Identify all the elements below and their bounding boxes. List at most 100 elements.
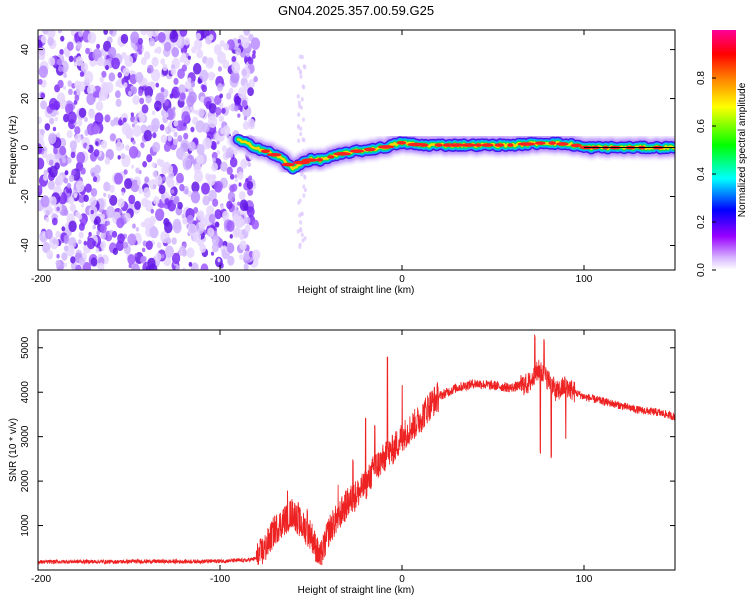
noise-speck <box>120 153 126 160</box>
noise-speck <box>299 228 303 233</box>
noise-speck <box>130 31 140 44</box>
noise-speck <box>297 112 301 117</box>
noise-speck <box>124 178 133 190</box>
noise-speck <box>139 97 145 105</box>
noise-speck <box>221 107 226 114</box>
noise-speck <box>152 170 158 178</box>
noise-speck <box>205 57 214 69</box>
noise-speck <box>181 213 185 219</box>
noise-speck <box>47 37 54 46</box>
noise-speck <box>200 263 209 270</box>
noise-speck <box>237 113 241 118</box>
noise-speck <box>128 145 139 159</box>
noise-speck <box>170 67 176 76</box>
noise-speck <box>172 218 182 231</box>
noise-speck <box>134 253 138 258</box>
noise-speck <box>133 45 138 52</box>
noise-speck <box>202 137 212 150</box>
noise-speck <box>58 65 63 72</box>
noise-speck <box>38 93 41 99</box>
noise-speck <box>40 100 48 110</box>
noise-speck <box>100 232 106 240</box>
noise-speck <box>78 257 86 266</box>
noise-speck <box>107 221 111 226</box>
noise-speck <box>167 135 173 142</box>
noise-speck <box>128 263 132 269</box>
noise-speck <box>151 162 156 168</box>
snr-line-layer <box>38 334 675 566</box>
noise-speck <box>48 159 54 166</box>
noise-speck <box>144 86 154 98</box>
noise-speck <box>179 183 185 192</box>
noise-speck <box>164 245 175 258</box>
noise-speck <box>184 80 192 90</box>
noise-speck <box>121 191 125 196</box>
noise-speck <box>164 221 173 234</box>
noise-speck <box>239 254 244 260</box>
noise-speck <box>213 44 222 55</box>
noise-speck <box>59 146 67 156</box>
colorbar-tick-label: 0.6 <box>696 119 707 133</box>
noise-speck <box>47 30 55 40</box>
noise-speck <box>226 92 232 100</box>
noise-speck <box>154 175 163 186</box>
noise-speck <box>186 95 195 107</box>
snr-y-tick-label: 3000 <box>20 425 31 448</box>
noise-speck <box>171 252 181 264</box>
noise-speck <box>95 247 100 253</box>
noise-speck <box>230 70 240 84</box>
noise-speck <box>97 56 105 67</box>
noise-speck <box>101 213 105 220</box>
noise-speck <box>226 166 233 175</box>
noise-speck <box>59 48 64 56</box>
ridge-hotspot <box>281 162 295 167</box>
noise-speck <box>42 30 49 35</box>
snr-x-tick-label: 0 <box>399 574 405 585</box>
noise-speck <box>135 226 140 232</box>
noise-speck <box>145 240 153 250</box>
noise-speck <box>61 65 68 73</box>
noise-speck <box>183 37 191 46</box>
noise-speck <box>138 187 144 194</box>
noise-speck <box>44 123 51 131</box>
noise-speck <box>60 35 65 42</box>
noise-speck <box>83 194 89 203</box>
noise-speck <box>223 245 227 250</box>
noise-speck <box>178 84 186 95</box>
noise-speck <box>108 72 116 82</box>
spectrogram-ridge <box>227 128 675 181</box>
noise-speck <box>192 63 202 75</box>
noise-speck <box>131 263 140 270</box>
noise-speck <box>181 52 187 59</box>
noise-speck <box>130 112 134 117</box>
noise-speck <box>40 92 46 99</box>
ridge-hotspot <box>534 141 546 145</box>
noise-speck <box>238 190 246 200</box>
ridge-hotspot <box>447 143 465 147</box>
ridge-hotspot <box>301 158 318 162</box>
noise-speck <box>85 183 92 193</box>
snr-y-tick-label: 1000 <box>20 514 31 537</box>
noise-speck <box>178 250 183 257</box>
noise-speck <box>68 103 74 111</box>
noise-speck <box>250 37 261 50</box>
noise-speck <box>138 49 143 55</box>
noise-speck <box>237 201 241 206</box>
spectrogram-y-tick-label: 40 <box>20 44 31 56</box>
noise-speck <box>117 138 121 143</box>
noise-speck <box>63 245 69 252</box>
noise-speck <box>53 147 58 155</box>
noise-speck <box>154 252 162 262</box>
noise-speck <box>92 176 98 183</box>
noise-speck <box>151 117 160 130</box>
snr-y-tick-label: 4000 <box>20 381 31 404</box>
noise-speck <box>94 216 101 225</box>
noise-speck <box>74 94 80 102</box>
noise-speck <box>240 158 248 169</box>
noise-speck <box>164 99 169 107</box>
noise-speck <box>208 34 214 41</box>
spectrogram-x-tick-label: -100 <box>210 274 230 285</box>
noise-speck <box>173 197 179 205</box>
noise-speck <box>112 247 119 255</box>
noise-speck <box>68 55 74 63</box>
